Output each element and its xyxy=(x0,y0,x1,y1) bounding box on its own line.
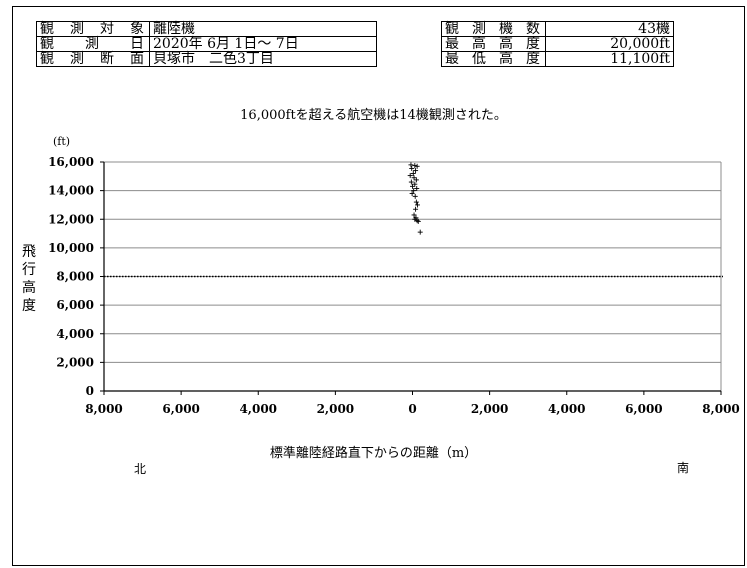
x-tick-label: 2,000 xyxy=(317,402,355,416)
y-tick-label: 14,000 xyxy=(48,184,94,198)
data-point xyxy=(408,162,414,168)
value-observation-section: 貝塚市 二色3丁目 xyxy=(149,51,377,67)
data-point xyxy=(413,199,419,205)
info-row-section: 観測断面 貝塚市 二色3丁目 xyxy=(36,51,377,67)
label-min-altitude: 最低高度 xyxy=(441,51,546,67)
data-point xyxy=(415,202,421,208)
observation-info-table: 観測対象 離陸機 観測日 2020年 6月 1日～ 7日 観測断面 貝塚市 二色… xyxy=(36,21,377,67)
data-point xyxy=(410,170,416,176)
x-tick-label: 0 xyxy=(408,402,416,416)
x-tick-label: 6,000 xyxy=(625,402,663,416)
page-frame xyxy=(12,6,745,566)
stats-row-max: 最高高度 20,000ft xyxy=(441,36,674,52)
data-point xyxy=(409,190,415,196)
data-point xyxy=(417,229,423,235)
axes xyxy=(100,161,722,395)
data-point xyxy=(411,175,417,181)
data-point xyxy=(412,193,418,199)
y-tick-label: 4,000 xyxy=(56,327,94,341)
y-tick-label: 8,000 xyxy=(56,270,94,284)
x-tick-label: 8,000 xyxy=(85,402,123,416)
data-points xyxy=(407,162,423,235)
data-point xyxy=(412,163,418,169)
observation-stats-table: 観測機数 43機 最高高度 20,000ft 最低高度 11,100ft xyxy=(441,21,674,67)
summary-note: 16,000ftを超える航空機は14機観測された。 xyxy=(240,108,507,123)
y-axis-label: 飛行高度 xyxy=(22,244,36,314)
data-point xyxy=(408,179,414,185)
data-point xyxy=(411,212,417,218)
data-point xyxy=(411,188,417,194)
info-row-date: 観測日 2020年 6月 1日～ 7日 xyxy=(36,36,377,52)
y-axis-unit: (ft) xyxy=(53,135,71,148)
data-point xyxy=(415,218,421,224)
data-point xyxy=(407,173,413,179)
tick-labels: 0 2,000 4,000 6,000 8,000 10,000 12,000 14,000 1… xyxy=(48,155,740,416)
grid-lines xyxy=(104,161,722,391)
data-point xyxy=(409,165,415,171)
x-tick-label: 4,000 xyxy=(548,402,586,416)
y-tick-label: 6,000 xyxy=(56,298,94,312)
x-tick-label: 6,000 xyxy=(162,402,200,416)
data-point xyxy=(413,177,419,183)
value-max-altitude: 20,000ft xyxy=(545,36,674,52)
direction-north: 北 xyxy=(134,462,147,476)
data-point xyxy=(413,168,419,174)
x-tick-label: 8,000 xyxy=(702,402,740,416)
x-tick-label: 2,000 xyxy=(471,402,509,416)
info-row-target: 観測対象 離陸機 xyxy=(36,21,377,37)
x-axis-label: 標準離陸経路直下からの距離（m） xyxy=(269,446,478,461)
data-point xyxy=(414,218,420,224)
data-point xyxy=(410,183,415,189)
y-tick-label: 2,000 xyxy=(56,355,94,369)
data-point xyxy=(412,181,418,187)
label-observation-section: 観測断面 xyxy=(36,51,150,67)
data-point xyxy=(413,206,419,212)
data-point xyxy=(414,185,420,191)
y-tick-label: 10,000 xyxy=(48,241,94,255)
stats-row-min: 最低高度 11,100ft xyxy=(441,51,674,67)
y-tick-label: 16,000 xyxy=(48,155,94,169)
x-tick-label: 4,000 xyxy=(239,402,277,416)
y-tick-label: 12,000 xyxy=(48,212,94,226)
data-point xyxy=(414,163,420,169)
value-min-altitude: 11,100ft xyxy=(545,51,674,67)
direction-south: 南 xyxy=(677,461,690,475)
y-tick-label: 0 xyxy=(86,384,94,398)
